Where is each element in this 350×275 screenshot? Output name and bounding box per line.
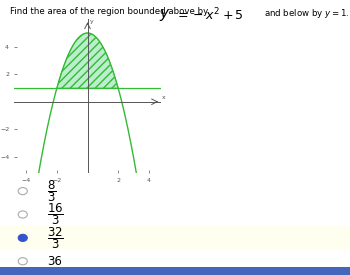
Text: $= -x^2 + 5$: $= -x^2 + 5$ — [175, 7, 244, 23]
Text: Find the area of the region bounded above by: Find the area of the region bounded abov… — [10, 7, 209, 16]
Text: y: y — [90, 19, 93, 24]
Text: and below by $y = 1$.: and below by $y = 1$. — [264, 7, 350, 20]
Text: $\dfrac{16}{3}$: $\dfrac{16}{3}$ — [47, 202, 64, 227]
Text: 36: 36 — [47, 255, 62, 268]
Text: $\dfrac{8}{3}$: $\dfrac{8}{3}$ — [47, 178, 57, 204]
Text: $\dfrac{32}{3}$: $\dfrac{32}{3}$ — [47, 225, 64, 251]
Text: x: x — [162, 95, 166, 100]
Text: $\mathit{y}$: $\mathit{y}$ — [159, 7, 171, 23]
